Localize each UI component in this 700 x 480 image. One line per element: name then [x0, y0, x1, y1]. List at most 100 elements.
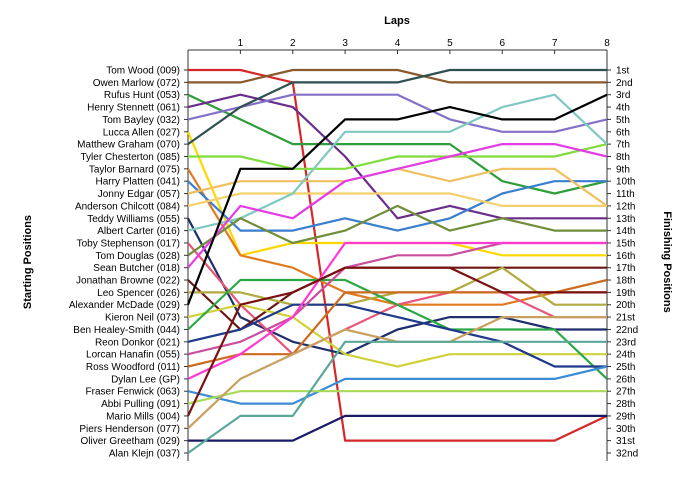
finishing-label: 27th	[616, 387, 635, 398]
starting-label: Kieron Neil (073)	[105, 313, 180, 324]
finishing-label: 17th	[616, 263, 635, 274]
starting-label: Tom Wood (009)	[106, 66, 180, 77]
starting-label: Henry Stennett (061)	[87, 103, 180, 114]
series-line	[187, 390, 607, 405]
starting-label: Albert Carter (016)	[97, 226, 180, 237]
finishing-label: 31st	[616, 436, 635, 447]
starting-label: Leo Spencer (026)	[97, 288, 180, 299]
series-line	[187, 340, 607, 454]
starting-label: Jonny Edgar (057)	[98, 189, 180, 200]
starting-label: Teddy Williams (055)	[87, 214, 180, 225]
starting-label: Tyler Chesterton (085)	[81, 152, 181, 163]
starting-label: Alan Klejn (037)	[109, 449, 180, 460]
finishing-label: 29th	[616, 411, 635, 422]
finishing-label: 3rd	[616, 90, 630, 101]
x-tick-label: 6	[499, 38, 505, 49]
finishing-label: 9th	[616, 164, 630, 175]
finishing-label: 30th	[616, 424, 635, 435]
series-line	[187, 204, 607, 257]
series-line	[188, 266, 607, 306]
finishing-label: 8th	[616, 152, 630, 163]
x-tick-label: 1	[238, 38, 244, 49]
x-tick-label: 4	[395, 38, 401, 49]
series-line	[187, 93, 608, 232]
left-axis-title: Starting Positions	[22, 215, 34, 309]
series-line	[187, 180, 607, 232]
starting-label: Jonathan Browne (022)	[76, 276, 180, 287]
starting-label: Sean Butcher (018)	[93, 263, 180, 274]
starting-label: Rufus Hunt (053)	[104, 90, 180, 101]
series-line	[187, 316, 607, 430]
x-tick-label: 3	[342, 38, 348, 49]
finishing-label: 18th	[616, 276, 635, 287]
right-axis-title: Finishing Positions	[661, 211, 673, 312]
starting-label: Toby Stephenson (017)	[77, 238, 180, 249]
finishing-label: 7th	[616, 140, 630, 151]
x-tick-label: 5	[447, 38, 453, 49]
finishing-label: 16th	[616, 251, 635, 262]
series-layer	[186, 68, 608, 454]
series-line	[187, 93, 608, 195]
series-line	[188, 68, 608, 442]
series-line	[188, 143, 608, 170]
starting-label: Tom Douglas (028)	[96, 251, 180, 262]
x-tick-label: 8	[604, 38, 610, 49]
series-line	[186, 93, 608, 306]
finishing-label: 2nd	[616, 78, 633, 89]
series-line	[187, 168, 607, 306]
starting-label: Lorcan Hanafin (055)	[86, 350, 180, 361]
starting-label: Matthew Graham (070)	[77, 140, 180, 151]
starting-label: Alexander McDade (029)	[69, 300, 180, 311]
finishing-label: 15th	[616, 238, 635, 249]
x-tick-label: 7	[552, 38, 558, 49]
finishing-label: 13th	[616, 214, 635, 225]
series-line	[187, 303, 607, 368]
finishing-label: 21st	[616, 313, 635, 324]
starting-label: Dylan Lee (GP)	[111, 374, 180, 385]
finishing-label: 14th	[616, 226, 635, 237]
starting-label: Abbi Pulling (091)	[101, 399, 180, 410]
starting-label: Ben Healey-Smith (044)	[73, 325, 180, 336]
starting-label: Mario Mills (004)	[106, 411, 180, 422]
finishing-label: 10th	[616, 177, 635, 188]
starting-label: Lucca Allen (027)	[103, 127, 180, 138]
finishing-label: 20th	[616, 300, 635, 311]
starting-label: Fraser Fenwick (063)	[86, 387, 180, 398]
finishing-label: 1st	[616, 66, 630, 77]
finishing-label: 28th	[616, 399, 635, 410]
starting-label: Owen Marlow (072)	[93, 78, 180, 89]
series-line	[187, 241, 607, 380]
starting-position-labels: Tom Wood (009)Owen Marlow (072)Rufus Hun…	[69, 66, 188, 460]
x-axis-title: Laps	[384, 15, 410, 27]
finishing-label: 12th	[616, 201, 635, 212]
x-ticks: 1 2 3 4 5 6 7 8	[238, 38, 610, 54]
series-line	[187, 266, 607, 417]
finishing-label: 32nd	[616, 449, 638, 460]
finishing-label: 6th	[616, 127, 630, 138]
starting-label: Harry Platten (041)	[96, 177, 180, 188]
finishing-label: 4th	[616, 103, 630, 114]
series-line	[187, 192, 607, 207]
starting-label: Tom Bayley (032)	[102, 115, 180, 126]
starting-label: Taylor Barnard (075)	[89, 164, 180, 175]
starting-label: Anderson Chilcott (084)	[75, 201, 180, 212]
series-line	[187, 93, 608, 133]
x-tick-label: 2	[290, 38, 296, 49]
finishing-label: 23rd	[616, 337, 636, 348]
series-line	[187, 167, 608, 207]
finishing-label: 11th	[616, 189, 635, 200]
series-line	[187, 217, 607, 356]
series-line	[188, 414, 607, 442]
finishing-label: 5th	[616, 115, 630, 126]
series-line	[188, 68, 607, 84]
series-line	[187, 303, 607, 368]
starting-label: Ross Woodford (011)	[86, 362, 180, 373]
starting-label: Oliver Greetham (029)	[81, 436, 180, 447]
finishing-label: 22nd	[616, 325, 638, 336]
finishing-label: 26th	[616, 374, 635, 385]
series-line	[187, 143, 608, 269]
finishing-label: 25th	[616, 362, 635, 373]
starting-label: Piers Henderson (077)	[79, 424, 180, 435]
